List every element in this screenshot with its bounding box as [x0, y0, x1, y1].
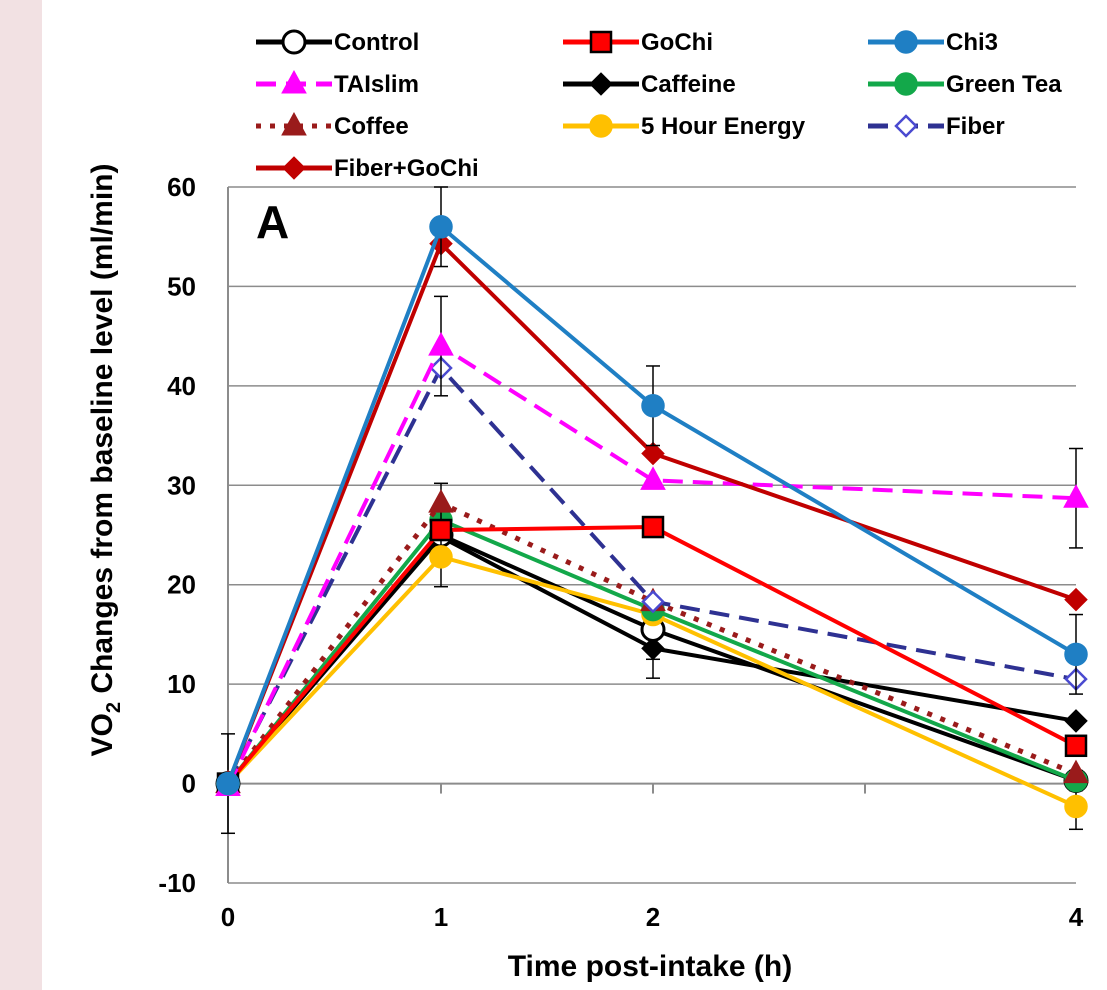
- legend-item-coffee: Coffee: [256, 111, 409, 140]
- series-line-gochi: [226, 525, 1077, 785]
- y-axis-title: VO2 Changes from baseline level (ml/min): [86, 164, 125, 757]
- y-tick-label: 40: [167, 371, 196, 401]
- legend-item-taislim: TAIslim: [256, 69, 419, 98]
- y-axis-title-prefix: VO: [86, 713, 119, 756]
- left-margin-strip: [0, 0, 42, 990]
- legend-item-gochi: GoChi: [563, 29, 713, 56]
- legend-item-fiber-gochi: Fiber+GoChi: [256, 155, 479, 182]
- legend-label: Green Tea: [946, 71, 1062, 98]
- y-tick-label: 0: [182, 769, 196, 799]
- data-point-fiber-gochi: [641, 441, 665, 466]
- x-tick-label: 2: [646, 902, 660, 932]
- data-point-chi3: [641, 393, 665, 418]
- data-point-fiber: [641, 589, 665, 614]
- legend-marker: [589, 30, 613, 54]
- y-axis-title-suffix: Changes from baseline level (ml/min): [86, 164, 119, 702]
- legend-marker: [894, 114, 918, 138]
- data-point-coffee: [428, 489, 454, 513]
- x-tick-label: 1: [434, 902, 448, 932]
- legend-item-5-hour-energy: 5 Hour Energy: [563, 113, 806, 140]
- y-tick-label: 50: [167, 271, 196, 301]
- legend-marker: [282, 156, 306, 180]
- data-point-fiber-gochi: [1064, 587, 1088, 612]
- y-tick-label: 20: [167, 570, 196, 600]
- series-line-5-hour-energy: [226, 554, 1077, 809]
- y-tick-label: 30: [167, 470, 196, 500]
- data-point-chi3: [216, 771, 240, 796]
- x-tick-label: 0: [221, 902, 235, 932]
- panel-label: A: [256, 196, 289, 248]
- legend-label: Caffeine: [641, 71, 736, 98]
- series-taislim: [215, 295, 1089, 797]
- legend-label: Fiber: [946, 113, 1005, 140]
- legend-label: GoChi: [641, 29, 713, 56]
- data-point-5-hour-energy: [1064, 794, 1088, 819]
- data-point-chi3: [429, 215, 453, 239]
- data-point-caffeine: [1064, 709, 1088, 733]
- series-line-chi3: [226, 224, 1078, 785]
- series-line-fiber-gochi: [226, 241, 1077, 785]
- legend-label: 5 Hour Energy: [641, 113, 806, 140]
- series-line-taislim: [226, 344, 1077, 788]
- series-fiber: [216, 356, 1088, 796]
- legend-marker: [589, 72, 613, 96]
- data-point-gochi: [641, 515, 665, 539]
- data-point-5-hour-energy: [429, 545, 453, 569]
- y-axis-title-subscript: 2: [103, 702, 125, 713]
- legend-marker: [894, 30, 918, 54]
- legend-item-chi3: Chi3: [868, 29, 998, 56]
- data-point-gochi: [1064, 734, 1088, 758]
- legend-marker: [894, 72, 918, 96]
- series-group: [215, 186, 1089, 835]
- legend-marker: [281, 69, 307, 94]
- data-point-taislim: [1063, 484, 1089, 508]
- y-tick-label: -10: [158, 868, 196, 898]
- y-tick-label: 10: [167, 669, 196, 699]
- data-point-gochi: [429, 518, 453, 542]
- data-point-taislim: [428, 332, 454, 356]
- x-tick-label: 4: [1069, 902, 1084, 932]
- series-line-green-tea: [226, 518, 1077, 785]
- x-axis-title: Time post-intake (h): [508, 950, 792, 983]
- data-point-chi3: [1064, 642, 1088, 667]
- legend-item-green-tea: Green Tea: [868, 71, 1062, 98]
- legend-label: Coffee: [334, 113, 409, 140]
- legend-marker: [281, 111, 307, 136]
- series-fiber-gochi: [216, 231, 1088, 796]
- legend: Control GoChi Chi3 TAIslim Caffeine Green Tea…: [256, 29, 1062, 182]
- legend-marker: [281, 29, 307, 55]
- legend-item-control: Control: [256, 29, 419, 56]
- legend-marker: [589, 114, 613, 138]
- legend-label: Chi3: [946, 29, 998, 56]
- legend-item-fiber: Fiber: [868, 113, 1005, 140]
- legend-label: TAIslim: [334, 71, 419, 98]
- legend-label: Fiber+GoChi: [334, 155, 479, 182]
- data-point-taislim: [640, 466, 666, 490]
- series-line-fiber: [226, 365, 1077, 785]
- series-chi3: [216, 186, 1088, 796]
- gridlines: [228, 186, 1076, 884]
- series-line-coffee: [226, 500, 1077, 786]
- legend-item-caffeine: Caffeine: [563, 71, 736, 98]
- y-tick-label: 60: [167, 172, 196, 202]
- legend-label: Control: [334, 29, 419, 56]
- data-point-coffee: [1063, 759, 1089, 784]
